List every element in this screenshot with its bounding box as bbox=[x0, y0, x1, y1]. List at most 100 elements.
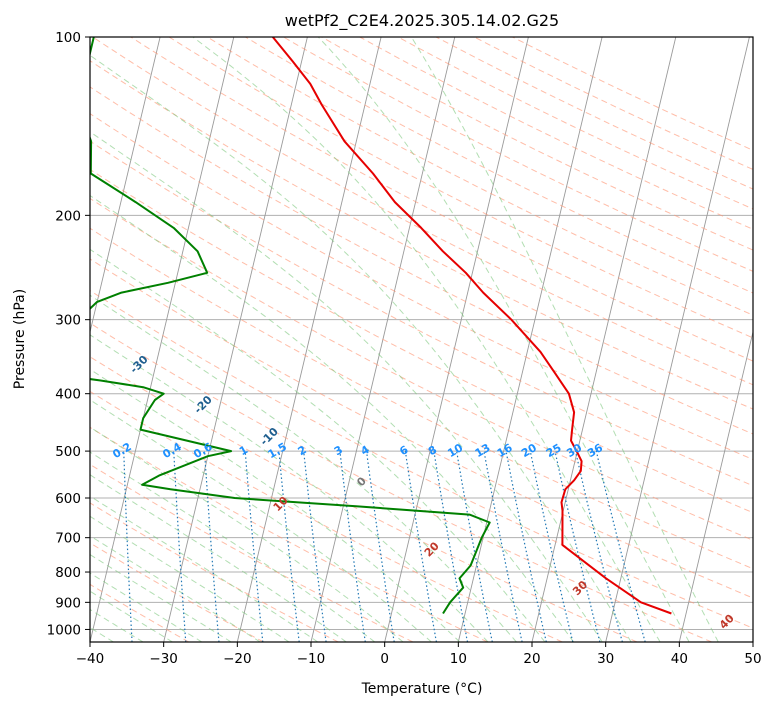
isotherm-line bbox=[384, 37, 529, 642]
x-tick-label: 50 bbox=[744, 651, 761, 667]
moist-adiabat-line bbox=[90, 451, 376, 642]
dry-adiabat-line bbox=[90, 289, 753, 629]
mixing-ratio-label: 25 bbox=[544, 441, 564, 460]
y-tick-label: 400 bbox=[55, 387, 81, 403]
moist-adiabat-line bbox=[90, 54, 632, 642]
isotherm-line bbox=[752, 640, 753, 642]
dry-adiabat-lines bbox=[90, 37, 753, 642]
mixing-ratio-label: 30 bbox=[564, 441, 584, 460]
profile-series bbox=[90, 37, 672, 615]
y-tick-label: 900 bbox=[55, 595, 81, 611]
mixing-ratio-line bbox=[483, 450, 523, 642]
x-tick-label: −10 bbox=[297, 651, 326, 667]
dry-adiabat-line bbox=[90, 390, 563, 642]
isotherm-label: -50 bbox=[3, 257, 26, 280]
mixing-ratio-label: 36 bbox=[585, 441, 605, 460]
dry-adiabat-line bbox=[90, 140, 753, 487]
moist-adiabat-line bbox=[410, 37, 719, 642]
x-tick-label: 40 bbox=[671, 651, 688, 667]
dry-adiabat-line bbox=[90, 60, 753, 410]
y-tick-label: 200 bbox=[55, 208, 81, 224]
moist-adiabat-line bbox=[90, 474, 347, 642]
mixing-ratio-line bbox=[505, 450, 547, 642]
mixing-ratio-line bbox=[574, 450, 623, 642]
moist-adiabat-line bbox=[90, 334, 489, 642]
y-tick-label: 300 bbox=[55, 313, 81, 329]
x-axis: −40 −30 −20 −10 0 10 20 30 40 50 bbox=[76, 642, 762, 667]
y-tick-label: 500 bbox=[55, 444, 81, 460]
x-tick-label: −30 bbox=[149, 651, 178, 667]
mixing-ratio-label: 16 bbox=[495, 441, 515, 460]
isobar-gridlines bbox=[90, 37, 753, 630]
moist-adiabat-line bbox=[90, 572, 203, 642]
plot-frame bbox=[89, 36, 754, 643]
moist-adiabat-line bbox=[90, 515, 290, 642]
isotherm-label: 10 bbox=[271, 494, 291, 514]
x-tick-label: 10 bbox=[450, 651, 467, 667]
isotherm-line bbox=[531, 37, 677, 642]
dry-adiabat-line bbox=[90, 583, 190, 642]
mixing-ratio-line bbox=[456, 450, 493, 642]
x-tick-label: 30 bbox=[597, 651, 614, 667]
dry-adiabat-line bbox=[90, 356, 638, 642]
mixing-ratio-label: 4 bbox=[359, 443, 372, 458]
isotherm-label: 0 bbox=[354, 474, 369, 489]
isotherm-line bbox=[605, 37, 750, 642]
mixing-ratio-line bbox=[529, 450, 574, 642]
x-axis-label: Temperature (°C) bbox=[361, 681, 483, 697]
dewpoint-line bbox=[90, 37, 491, 615]
dry-adiabat-line bbox=[321, 37, 753, 251]
dry-adiabat-line bbox=[90, 113, 753, 461]
x-tick-label: −20 bbox=[223, 651, 252, 667]
y-axis: 1000 900 800 700 600 500 400 300 200 100 bbox=[47, 30, 90, 638]
dry-adiabat-line bbox=[90, 197, 753, 541]
moist-adiabat-line bbox=[192, 37, 661, 642]
dry-adiabat-line bbox=[130, 37, 753, 362]
y-tick-label: 700 bbox=[55, 531, 81, 547]
mixing-ratio-line bbox=[173, 451, 187, 642]
mixing-ratio-label: 10 bbox=[445, 441, 465, 460]
dry-adiabat-line bbox=[206, 37, 753, 316]
isotherm-line bbox=[163, 37, 308, 642]
mixing-ratio-line bbox=[278, 451, 300, 642]
dry-adiabat-line bbox=[473, 37, 753, 170]
mixing-ratio-line bbox=[595, 450, 646, 642]
dry-adiabat-line bbox=[90, 463, 414, 642]
dry-adiabat-line bbox=[90, 86, 753, 435]
x-tick-label: 0 bbox=[380, 651, 389, 667]
dry-adiabat-line bbox=[90, 227, 753, 570]
moist-adiabat-line bbox=[90, 131, 603, 642]
dry-adiabat-line bbox=[168, 37, 753, 339]
x-tick-label: 20 bbox=[523, 651, 540, 667]
dry-adiabat-line bbox=[435, 37, 753, 190]
dry-adiabat-line bbox=[90, 426, 488, 642]
temperature-line bbox=[272, 37, 672, 615]
moist-adiabat-line bbox=[90, 535, 261, 642]
isotherm-label: 20 bbox=[422, 539, 442, 559]
mixing-ratio-line bbox=[554, 450, 601, 642]
mixing-ratio-label: 13 bbox=[473, 441, 493, 460]
mixing-ratio-line bbox=[339, 451, 366, 642]
mixing-ratio-line bbox=[303, 451, 327, 642]
moist-adiabat-lines bbox=[90, 37, 719, 642]
isotherm-line bbox=[678, 329, 753, 642]
moist-adiabat-line bbox=[90, 194, 574, 642]
y-axis-label: Pressure (hPa) bbox=[12, 289, 28, 389]
dry-adiabat-line bbox=[397, 37, 753, 210]
dry-adiabat-line bbox=[90, 502, 339, 642]
mixing-ratio-line bbox=[204, 451, 220, 642]
line-labels: 0.10.20.40.611.52346810131620253036-100-… bbox=[3, 257, 737, 632]
moist-adiabat-line bbox=[90, 495, 319, 642]
dry-adiabat-line bbox=[92, 37, 753, 386]
y-tick-label: 600 bbox=[55, 491, 81, 507]
isotherm-label: -20 bbox=[192, 393, 215, 416]
moist-adiabat-line bbox=[317, 37, 690, 642]
isotherm-line bbox=[236, 37, 382, 642]
dry-adiabat-line bbox=[512, 37, 753, 151]
isotherm-line bbox=[90, 37, 235, 642]
dry-adiabat-line bbox=[90, 168, 753, 514]
y-tick-label: 100 bbox=[55, 30, 81, 46]
dry-adiabat-line bbox=[90, 258, 753, 599]
mixing-ratio-line bbox=[244, 451, 264, 642]
